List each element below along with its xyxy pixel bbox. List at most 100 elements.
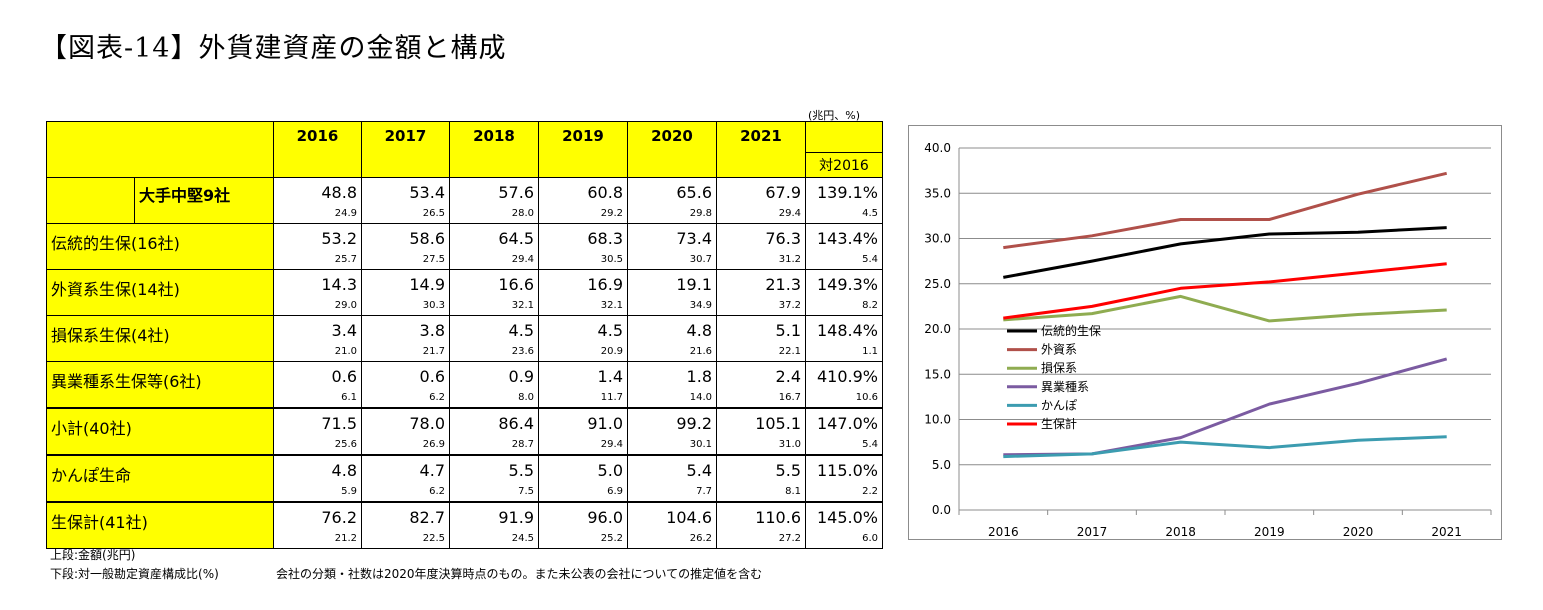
table-cell: 110.6 27.2 xyxy=(716,501,806,549)
table-cell: 60.8 29.2 xyxy=(538,177,628,224)
table-cell: 149.3% 8.2 xyxy=(805,269,883,316)
amount-value: 53.4 xyxy=(409,183,445,202)
table-cell: 4.8 21.6 xyxy=(627,315,717,362)
share-value: 22.1 xyxy=(778,346,801,357)
amount-value: 110.6 xyxy=(755,508,801,527)
table-cell: 115.0% 2.2 xyxy=(805,454,883,503)
share-value: 29.0 xyxy=(334,300,357,311)
y-tick-label: 25.0 xyxy=(924,277,951,291)
legend-label: 損保系 xyxy=(1041,360,1077,375)
share-value: 31.2 xyxy=(778,254,801,265)
header-year: 2018 xyxy=(449,121,539,178)
ratio-value: 143.4% xyxy=(816,229,878,248)
share-value: 29.4 xyxy=(600,439,623,450)
amount-value: 53.2 xyxy=(321,229,357,248)
amount-value: 96.0 xyxy=(587,508,623,527)
share-change-value: 6.0 xyxy=(862,533,878,544)
table-row: 小計(40社) 71.5 25.6 78.0 26.9 86.4 28.7 91.0 29.4 9… xyxy=(46,407,883,456)
y-tick-label: 10.0 xyxy=(924,413,951,427)
table-row: 生保計(41社) 76.2 21.2 82.7 22.5 91.9 24.5 96.0 25.2… xyxy=(46,501,883,549)
amount-value: 5.1 xyxy=(775,321,801,340)
table-cell: 3.8 21.7 xyxy=(361,315,450,362)
amount-value: 76.2 xyxy=(321,508,357,527)
table-cell: 3.4 21.0 xyxy=(273,315,362,362)
table-cell: 4.7 6.2 xyxy=(361,454,450,503)
share-value: 8.0 xyxy=(518,392,534,403)
row-label: 損保系生保(4社) xyxy=(46,315,274,362)
amount-value: 57.6 xyxy=(498,183,534,202)
amount-value: 14.3 xyxy=(321,275,357,294)
table-cell: 73.4 30.7 xyxy=(627,223,717,270)
share-value: 23.6 xyxy=(511,346,534,357)
share-change-value: 10.6 xyxy=(855,392,878,403)
table-cell: 48.8 24.9 xyxy=(273,177,362,224)
share-value: 6.2 xyxy=(429,392,445,403)
amount-value: 3.8 xyxy=(419,321,445,340)
amount-value: 58.6 xyxy=(409,229,445,248)
share-change-value: 1.1 xyxy=(862,346,878,357)
table-cell: 86.4 28.7 xyxy=(449,407,539,456)
table-cell: 16.6 32.1 xyxy=(449,269,539,316)
table-cell: 21.3 37.2 xyxy=(716,269,806,316)
table-cell: 5.5 7.5 xyxy=(449,454,539,503)
ratio-value: 149.3% xyxy=(816,275,878,294)
amount-value: 104.6 xyxy=(666,508,712,527)
note-classification: 会社の分類・社数は2020年度決算時点のもの。また未公表の会社についての推定値を… xyxy=(276,567,763,581)
header-year: 2019 xyxy=(538,121,628,178)
series-line-3 xyxy=(1003,294,1447,323)
series-line-5 xyxy=(1003,435,1447,459)
table-cell: 78.0 26.9 xyxy=(361,407,450,456)
share-value: 25.6 xyxy=(334,439,357,450)
amount-value: 4.5 xyxy=(597,321,623,340)
table-cell: 5.0 6.9 xyxy=(538,454,628,503)
amount-value: 4.8 xyxy=(331,461,357,480)
table-cell: 0.9 8.0 xyxy=(449,361,539,409)
row-label: 外資系生保(14社) xyxy=(46,269,274,316)
amount-value: 3.4 xyxy=(331,321,357,340)
amount-value: 60.8 xyxy=(587,183,623,202)
table-cell: 71.5 25.6 xyxy=(273,407,362,456)
table-row: 伝統的生保(16社) 53.2 25.7 58.6 27.5 64.5 29.4 68.3 30… xyxy=(46,223,883,270)
header-compare: 対2016 xyxy=(805,152,883,178)
table-row: 大手中堅9社 48.8 24.9 53.4 26.5 57.6 28.0 60.8 29.2 65… xyxy=(46,177,883,224)
share-value: 24.9 xyxy=(334,208,357,219)
table-cell: 1.4 11.7 xyxy=(538,361,628,409)
share-value: 6.9 xyxy=(607,486,623,497)
amount-value: 2.4 xyxy=(775,367,801,386)
amount-value: 4.5 xyxy=(508,321,534,340)
x-tick-label: 2020 xyxy=(1343,525,1374,539)
table-cell: 1.8 14.0 xyxy=(627,361,717,409)
y-tick-label: 20.0 xyxy=(924,322,951,336)
header-compare-cell: 対2016 xyxy=(805,121,883,178)
share-value: 29.4 xyxy=(511,254,534,265)
series-line-6 xyxy=(1003,262,1447,320)
table-cell: 67.9 29.4 xyxy=(716,177,806,224)
line-chart-svg: 0.0 5.0 10.0 15.0 20.0 25.0 30.0 35.0 40.0 2016 20… xyxy=(924,141,1492,539)
share-value: 24.5 xyxy=(511,533,534,544)
share-value: 32.1 xyxy=(600,300,623,311)
row-label: 伝統的生保(16社) xyxy=(46,223,274,270)
header-year: 2017 xyxy=(361,121,450,178)
share-value: 7.5 xyxy=(518,486,534,497)
share-value: 5.9 xyxy=(341,486,357,497)
amount-value: 67.9 xyxy=(765,183,801,202)
share-value: 11.7 xyxy=(600,392,623,403)
table-cell: 0.6 6.2 xyxy=(361,361,450,409)
line-chart: 0.0 5.0 10.0 15.0 20.0 25.0 30.0 35.0 40.0 2016 20… xyxy=(908,125,1502,540)
table-cell: 2.4 16.7 xyxy=(716,361,806,409)
share-value: 6.2 xyxy=(429,486,445,497)
share-value: 28.7 xyxy=(511,439,534,450)
x-tick-label: 2017 xyxy=(1077,525,1108,539)
header-year: 2021 xyxy=(716,121,806,178)
legend-label: 外資系 xyxy=(1041,343,1077,357)
table-cell: 147.0% 5.4 xyxy=(805,407,883,456)
share-value: 21.6 xyxy=(689,346,712,357)
share-value: 26.9 xyxy=(422,439,445,450)
amount-value: 5.0 xyxy=(597,461,623,480)
table-cell: 4.5 20.9 xyxy=(538,315,628,362)
series-line-1 xyxy=(1003,226,1447,279)
row-label: 大手中堅9社 xyxy=(134,177,274,224)
share-change-value: 2.2 xyxy=(862,486,878,497)
amount-value: 1.8 xyxy=(686,367,712,386)
share-value: 20.9 xyxy=(600,346,623,357)
